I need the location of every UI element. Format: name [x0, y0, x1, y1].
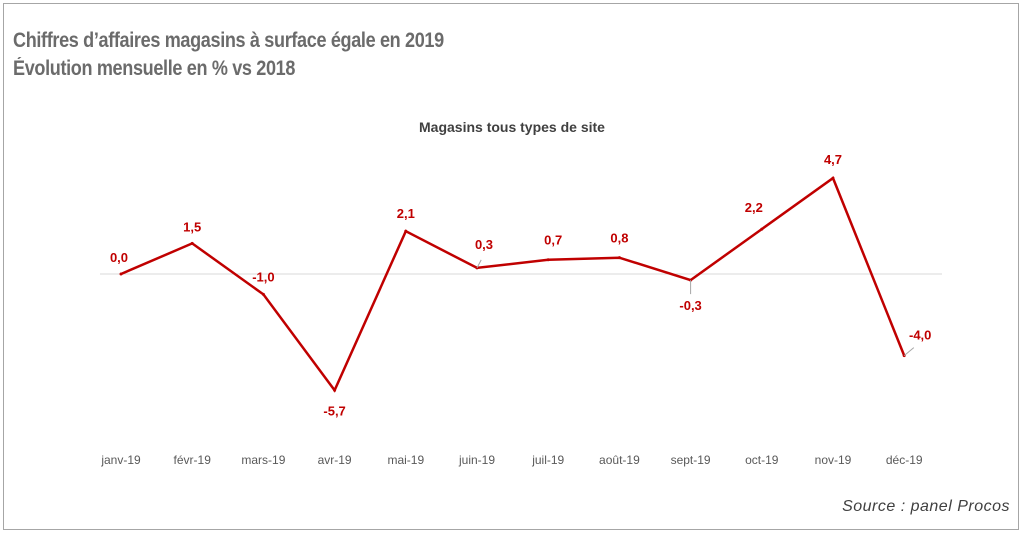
label-leader-line [903, 347, 915, 356]
x-tick-label: avr-19 [318, 453, 352, 467]
source-note: Source : panel Procos [842, 498, 1010, 515]
data-point [333, 388, 337, 392]
data-label: 4,7 [824, 152, 842, 167]
x-tick-label: sept-19 [671, 453, 711, 467]
data-label: 2,2 [745, 200, 763, 215]
series-line [120, 176, 906, 393]
data-label: 0,3 [475, 237, 493, 252]
chart-frame [3, 3, 1019, 530]
data-label: -5,7 [323, 403, 345, 418]
data-point [760, 227, 764, 231]
data-label: 0,7 [544, 233, 562, 248]
x-tick-label: mars-19 [241, 453, 285, 467]
data-point [404, 229, 408, 233]
x-tick-label: janv-19 [100, 453, 141, 467]
data-label: 1,5 [183, 219, 201, 234]
x-tick-label: août-19 [599, 453, 640, 467]
x-tick-label: juin-19 [458, 453, 495, 467]
x-tick-label: déc-19 [886, 453, 923, 467]
data-label: 2,1 [397, 206, 415, 221]
data-point [190, 241, 194, 245]
data-point [546, 258, 550, 262]
data-label: -1,0 [252, 269, 274, 284]
data-point [831, 176, 835, 180]
data-point [261, 292, 265, 296]
page-subtitle: Évolution mensuelle en % vs 2018 [13, 57, 296, 80]
chart-title: Magasins tous types de site [419, 119, 605, 135]
page-title: Chiffres d’affaires magasins à surface é… [13, 29, 444, 52]
x-tick-label: févr-19 [174, 453, 212, 467]
data-label: -0,3 [679, 298, 701, 313]
data-point [119, 272, 123, 276]
data-label: -4,0 [909, 328, 931, 343]
label-leader-line [476, 259, 482, 269]
data-label: 0,8 [610, 231, 628, 246]
x-tick-label: juil-19 [531, 453, 564, 467]
x-tick-label: nov-19 [815, 453, 852, 467]
data-label: 0,0 [110, 250, 128, 265]
x-tick-label: mai-19 [387, 453, 424, 467]
data-point [617, 256, 621, 260]
x-tick-label: oct-19 [745, 453, 779, 467]
